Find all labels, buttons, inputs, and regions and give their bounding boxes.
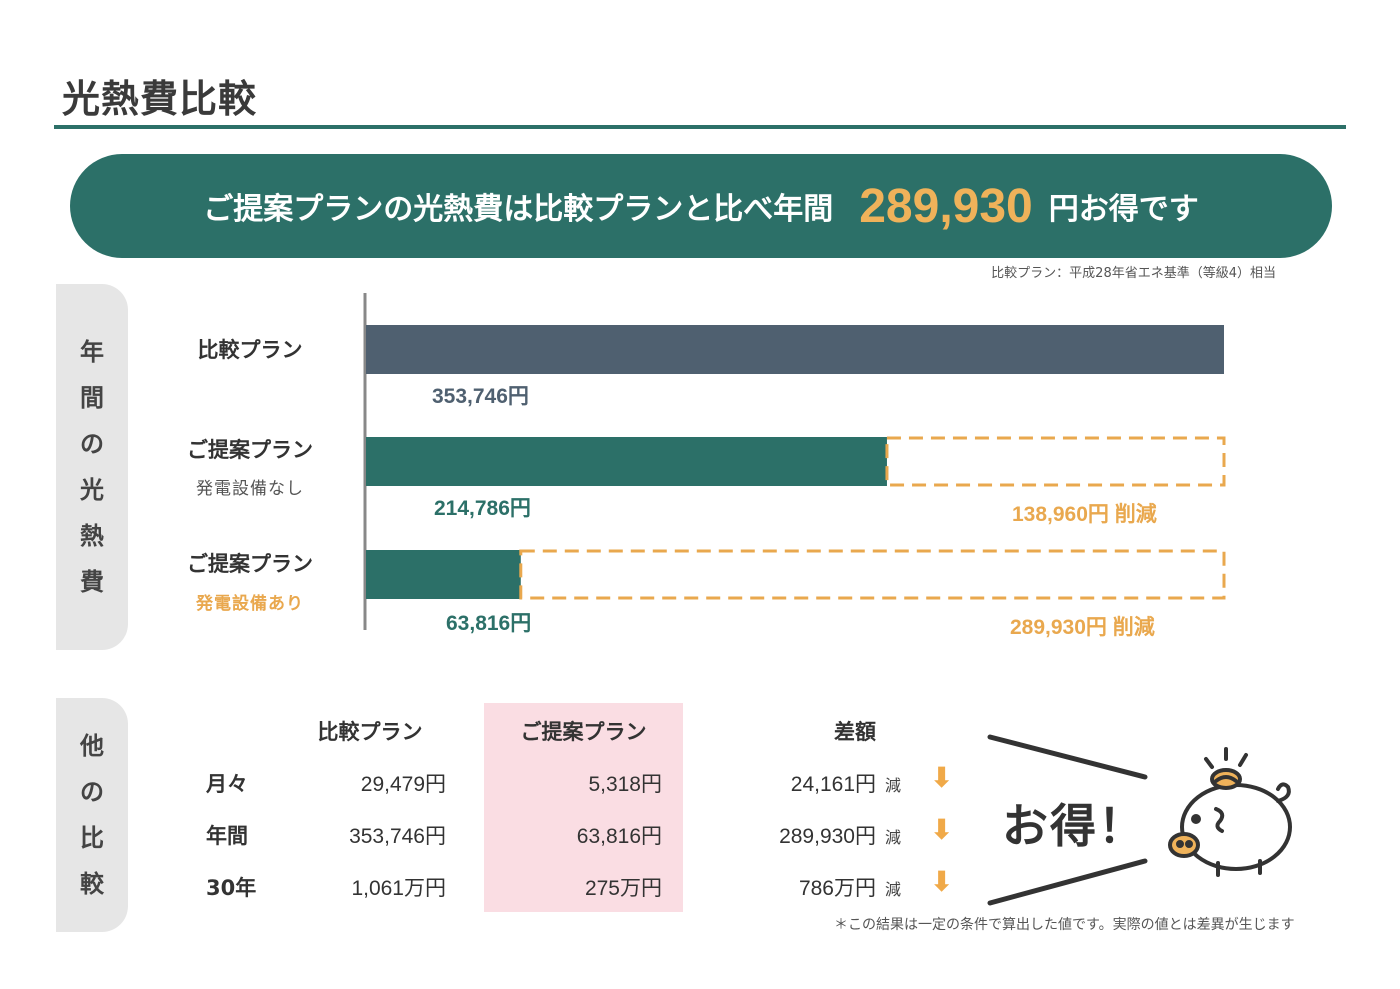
proposal-cell: 5,318円 (588, 773, 662, 796)
tab-char: 光 (80, 476, 104, 504)
table-header: 差額 (834, 720, 876, 744)
table-header: ご提案プラン (520, 720, 647, 744)
value-label: 63,816円 (446, 612, 532, 635)
category-label: ご提案プラン (187, 438, 313, 462)
basis-note: 比較プラン：平成28年省エネ基準（等級4）相当 (991, 266, 1276, 281)
value-label: 353,746円 (432, 385, 529, 408)
reduction-label: 138,960円 削減 (1012, 503, 1157, 526)
category-sublabel: 発電設備あり (196, 594, 304, 614)
tab-char: 年 (80, 338, 104, 366)
bar-0 (366, 325, 1224, 374)
row-label: 30年 (206, 876, 257, 900)
reduction-label: 289,930円 削減 (1010, 616, 1155, 639)
piggy-bank-icon (1168, 747, 1292, 877)
page-title: 光熱費比較 (62, 77, 258, 121)
down-arrow-icon: ⬇ (930, 813, 954, 846)
banner-text-before: ご提案プランの光熱費は比較プランと比べ年間 (203, 192, 834, 227)
title-underline (54, 125, 1346, 129)
compare-cell: 353,746円 (349, 825, 446, 848)
banner-text-after: 円お得です (1048, 192, 1199, 227)
bar-2 (366, 550, 521, 599)
category-sublabel: 発電設備なし (196, 479, 304, 499)
other-comparison-tab: 他 の 比 較 (56, 698, 128, 932)
savings-banner: ご提案プランの光熱費は比較プランと比べ年間 289,930 円お得です (70, 154, 1332, 258)
tab-char: 較 (80, 870, 104, 898)
reduction-unit: 減 (885, 880, 902, 899)
annual-cost-tab: 年 間 の 光 熱 費 (56, 284, 128, 650)
down-arrow-icon: ⬇ (930, 761, 954, 794)
diff-cell: 786万円 (798, 877, 876, 900)
down-arrow-icon: ⬇ (930, 865, 954, 898)
tab-char: の (80, 430, 104, 458)
proposal-cell: 275万円 (584, 877, 662, 900)
value-label: 214,786円 (434, 497, 531, 520)
category-label: 比較プラン (197, 338, 303, 362)
bar-1 (366, 437, 887, 486)
compare-cell: 1,061万円 (351, 877, 446, 900)
tab-char: 費 (80, 568, 104, 596)
compare-cell: 29,479円 (360, 773, 446, 796)
footnote: ＊この結果は一定の条件で算出した値です。実際の値とは差異が生じます (834, 917, 1295, 933)
table-header: 比較プラン (317, 720, 423, 744)
tab-char: 間 (80, 384, 104, 412)
proposal-column-highlight (484, 703, 683, 912)
diff-cell: 289,930円 (779, 825, 876, 848)
row-label: 月々 (206, 772, 248, 796)
proposal-cell: 63,816円 (576, 825, 662, 848)
reduction-unit: 減 (885, 828, 902, 847)
tab-char: 比 (80, 824, 104, 852)
otoku-label: お得！ (1002, 799, 1146, 853)
row-label: 年間 (206, 824, 248, 848)
tab-char: 他 (80, 732, 104, 760)
reduction-bar-1 (885, 436, 1226, 487)
reduction-unit: 減 (885, 776, 902, 795)
banner-amount: 289,930 (859, 179, 1033, 233)
tab-char: の (80, 778, 104, 806)
diff-cell: 24,161円 (790, 773, 876, 796)
callout-lines (987, 734, 1148, 906)
tab-char: 熱 (80, 522, 104, 550)
reduction-bar-2 (519, 549, 1226, 600)
category-label: ご提案プラン (187, 552, 313, 576)
